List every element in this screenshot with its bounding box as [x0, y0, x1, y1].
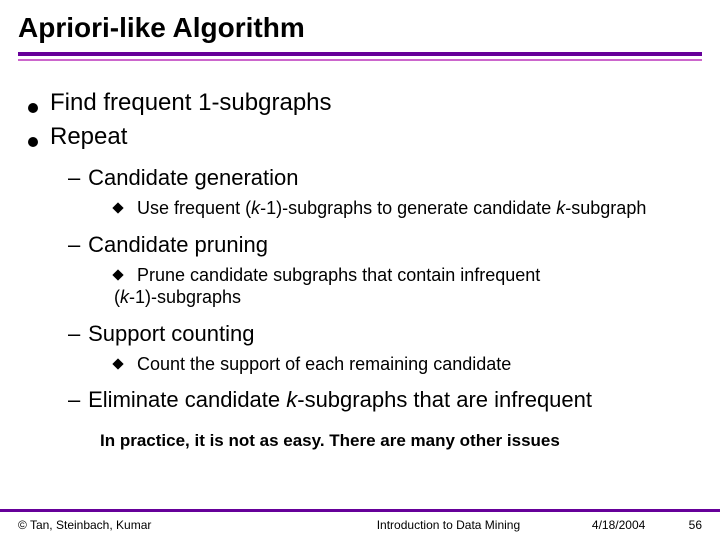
- footer: © Tan, Steinbach, Kumar Introduction to …: [0, 510, 720, 540]
- dash-icon: –: [68, 165, 82, 191]
- detail-text: -1)-subgraphs to generate candidate: [260, 198, 556, 218]
- bullet-text: Repeat: [50, 123, 127, 151]
- sub-text: Candidate pruning: [88, 232, 268, 257]
- footer-page: 56: [689, 518, 702, 532]
- detail-group: Count the support of each remaining cand…: [114, 353, 702, 376]
- sub-text: Candidate generation: [88, 165, 298, 190]
- sub-text: -subgraphs that are infrequent: [297, 387, 592, 412]
- var-k: k: [251, 198, 260, 218]
- content: Find frequent 1-subgraphs Repeat – Candi…: [18, 89, 702, 451]
- sub-eliminate: – Eliminate candidate k-subgraphs that a…: [68, 387, 702, 413]
- dash-icon: –: [68, 321, 82, 347]
- diamond-icon: [112, 269, 123, 280]
- footer-bar: [0, 509, 720, 512]
- detail-count-support: Count the support of each remaining cand…: [114, 353, 702, 376]
- var-k: k: [120, 287, 129, 307]
- bullet-find-frequent: Find frequent 1-subgraphs: [28, 89, 702, 117]
- footer-title: Introduction to Data Mining: [305, 518, 592, 532]
- footer-date: 4/18/2004: [592, 518, 645, 532]
- separator-thick: [18, 52, 702, 56]
- footer-copyright: © Tan, Steinbach, Kumar: [18, 518, 305, 532]
- slide-title: Apriori-like Algorithm: [18, 12, 702, 44]
- footer-right: 4/18/2004 56: [592, 518, 702, 532]
- detail-text: -1)-subgraphs: [129, 287, 241, 307]
- detail-use-frequent: Use frequent (k-1)-subgraphs to generate…: [114, 197, 702, 220]
- diamond-icon: [112, 358, 123, 369]
- slide: Apriori-like Algorithm Find frequent 1-s…: [0, 0, 720, 540]
- detail-text: -subgraph: [565, 198, 646, 218]
- dash-icon: –: [68, 232, 82, 258]
- sub-text: Support counting: [88, 321, 254, 346]
- disc-icon: [28, 137, 38, 147]
- var-k: k: [556, 198, 565, 218]
- sub-list: – Candidate generation Use frequent (k-1…: [68, 165, 702, 413]
- detail-text: Prune candidate subgraphs that contain i…: [137, 265, 540, 285]
- sub-support-counting: – Support counting: [68, 321, 702, 347]
- sub-text: Eliminate candidate: [88, 387, 286, 412]
- disc-icon: [28, 103, 38, 113]
- detail-text: Count the support of each remaining cand…: [137, 354, 511, 374]
- diamond-icon: [112, 202, 123, 213]
- sub-candidate-pruning: – Candidate pruning: [68, 232, 702, 258]
- separator-thin: [18, 59, 702, 61]
- dash-icon: –: [68, 387, 82, 413]
- detail-prune: Prune candidate subgraphs that contain i…: [114, 264, 702, 309]
- var-k: k: [286, 387, 297, 412]
- bullet-text: Find frequent 1-subgraphs: [50, 89, 332, 117]
- detail-group: Prune candidate subgraphs that contain i…: [114, 264, 702, 309]
- detail-text: Use frequent (: [137, 198, 251, 218]
- detail-group: Use frequent (k-1)-subgraphs to generate…: [114, 197, 702, 220]
- note-text: In practice, it is not as easy. There ar…: [100, 431, 702, 451]
- sub-candidate-generation: – Candidate generation: [68, 165, 702, 191]
- bullet-repeat: Repeat: [28, 123, 702, 151]
